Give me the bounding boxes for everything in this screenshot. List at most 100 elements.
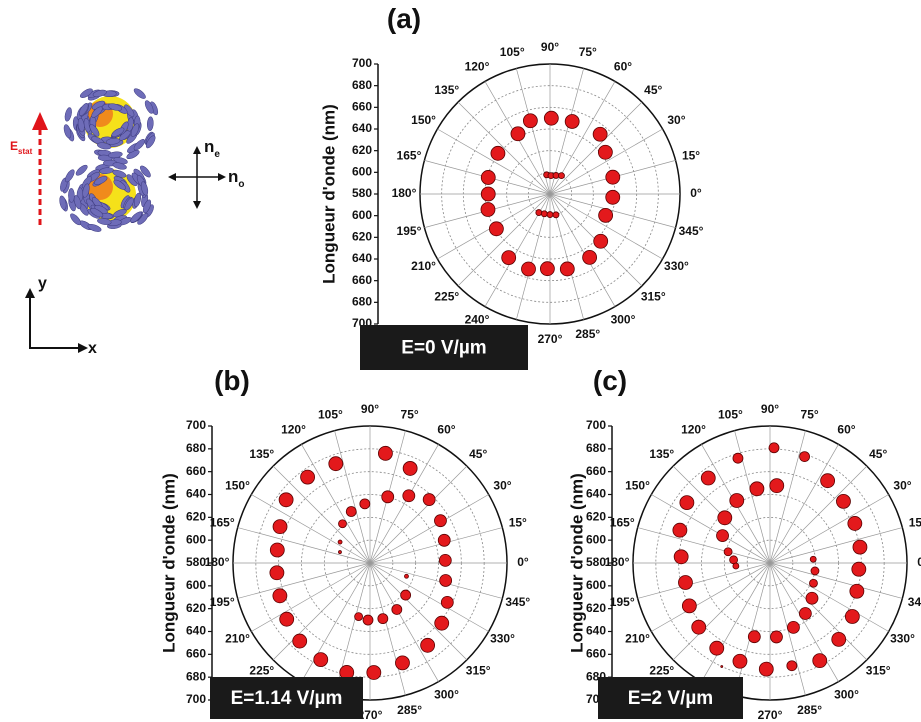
r-tick-label: 620 (186, 510, 206, 524)
data-point (605, 189, 621, 205)
data-point (354, 612, 364, 622)
data-point (535, 209, 543, 216)
theta-tick-label: 105° (718, 407, 743, 421)
radial-grid-line (701, 562, 771, 682)
radial-grid-line (369, 562, 439, 682)
radial-grid-line (272, 562, 371, 661)
molecule (59, 195, 67, 210)
r-tick-label: 580 (186, 555, 206, 569)
radial-grid-line (549, 101, 643, 195)
data-point (597, 144, 613, 160)
data-point (440, 595, 454, 609)
r-tick-label: 700 (352, 56, 372, 70)
molecule (133, 139, 146, 151)
r-tick-label: 660 (186, 647, 206, 661)
data-point (540, 210, 548, 218)
data-point (278, 492, 294, 508)
data-point (378, 445, 393, 461)
illustration: Estat ne no y x (10, 88, 245, 357)
field-label-sub: stat (18, 147, 33, 156)
data-point (559, 261, 575, 277)
data-point (691, 619, 707, 635)
data-point (769, 478, 785, 494)
theta-tick-label: 270° (358, 708, 383, 722)
molecule (113, 179, 126, 190)
data-point (747, 630, 761, 644)
arrow-head (193, 201, 201, 209)
r-tick-label: 600 (352, 165, 372, 179)
theta-tick-label: 165° (397, 148, 422, 162)
theta-tick-label: 0° (917, 555, 921, 569)
molecule (94, 176, 108, 185)
theta-tick-label: 240° (465, 313, 490, 327)
data-point (720, 665, 724, 668)
arrow-head (193, 146, 201, 154)
arrow-head (168, 173, 176, 181)
molecule (112, 162, 127, 170)
data-point (681, 598, 697, 614)
theta-tick-label: 45° (469, 447, 487, 461)
radial-grid-line (369, 444, 439, 564)
theta-tick-label: 180° (392, 186, 417, 200)
data-point (345, 506, 357, 517)
r-tick-label: 640 (586, 624, 606, 638)
data-point (717, 510, 733, 526)
theta-tick-label: 285° (575, 327, 600, 341)
molecule (147, 116, 154, 131)
no-sub: o (238, 179, 244, 190)
data-point (673, 549, 689, 565)
data-point (434, 514, 447, 528)
radial-grid-line (301, 444, 371, 564)
annotation-box (360, 325, 528, 370)
theta-tick-label: 15° (509, 516, 527, 530)
r-tick-label: 620 (186, 601, 206, 615)
theta-tick-label: 345° (505, 595, 530, 609)
radial-grid-line (369, 527, 503, 564)
theta-tick-label: 90° (361, 402, 379, 416)
data-point (404, 573, 409, 579)
molecule (73, 195, 82, 210)
theta-tick-label: 225° (434, 289, 459, 303)
r-tick-label: 680 (352, 295, 372, 309)
arrow-head (218, 173, 226, 181)
chart-title: (a) (387, 3, 421, 34)
r-tick-label: 580 (586, 555, 606, 569)
arrow-head (78, 343, 88, 353)
radial-grid-line (237, 562, 371, 599)
ne-label: ne (204, 137, 220, 160)
data-point (522, 113, 538, 129)
radial-grid-line (457, 101, 551, 195)
molecule (92, 89, 107, 98)
r-tick-label: 600 (586, 578, 606, 592)
data-point (480, 186, 496, 202)
radial-grid-line (369, 562, 468, 661)
r-tick-label: 640 (586, 487, 606, 501)
arrow-head (25, 288, 35, 298)
theta-tick-label: 180° (205, 555, 230, 569)
data-point (292, 633, 308, 649)
molecule (145, 135, 156, 149)
molecule (81, 176, 92, 189)
theta-tick-label: 150° (625, 479, 650, 493)
radial-grid-line (251, 562, 371, 632)
theta-tick-label: 105° (500, 45, 525, 59)
field-label: Estat (10, 139, 33, 156)
theta-tick-label: 225° (649, 663, 674, 677)
molecule (90, 208, 104, 218)
data-point (768, 442, 780, 454)
radial-grid-line (437, 128, 551, 195)
theta-tick-label: 45° (869, 447, 887, 461)
data-point (521, 261, 536, 277)
molecule (142, 199, 152, 214)
radial-grid-line (672, 562, 771, 661)
theta-tick-label: 135° (249, 447, 274, 461)
data-point (605, 169, 621, 185)
r-tick-label: 600 (186, 578, 206, 592)
data-point (480, 202, 496, 217)
data-point (366, 665, 382, 680)
data-point (337, 539, 343, 545)
theta-tick-label: 135° (649, 447, 674, 461)
data-point (786, 660, 798, 672)
r-tick-label: 680 (586, 441, 606, 455)
